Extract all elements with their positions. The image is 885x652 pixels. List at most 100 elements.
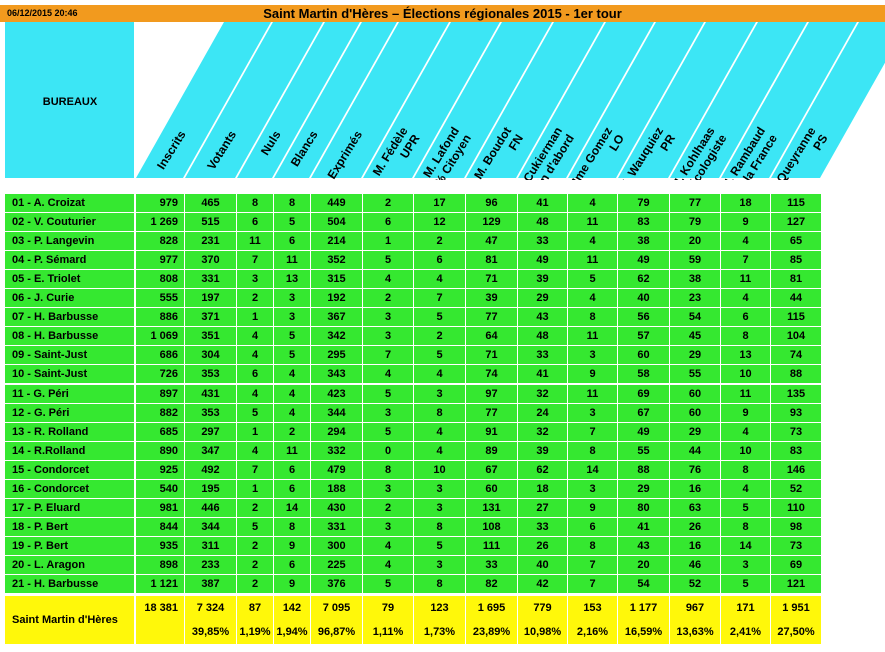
cell-wauquiez: 20 bbox=[618, 555, 669, 574]
cell-rambaud: 4 bbox=[721, 289, 770, 308]
cell-rambaud: 4 bbox=[721, 479, 770, 498]
bureau-name: 06 - J. Curie bbox=[5, 289, 134, 308]
cell-lafond: 5 bbox=[414, 346, 465, 365]
total-gomez: 153 bbox=[568, 596, 617, 620]
bureaux-header-bg bbox=[5, 22, 134, 178]
percent-queyranne: 27,50% bbox=[771, 620, 821, 644]
cell-gomez: 3 bbox=[568, 479, 617, 498]
cell-kohlhaas: 46 bbox=[670, 555, 720, 574]
cell-boudot: 47 bbox=[466, 232, 517, 251]
cell-fedele: 2 bbox=[363, 289, 413, 308]
total-kohlhaas: 967 bbox=[670, 596, 720, 620]
cell-inscrits: 555 bbox=[136, 289, 184, 308]
cell-votants: 231 bbox=[185, 232, 236, 251]
cell-kohlhaas: 79 bbox=[670, 213, 720, 232]
header-band-cukierman bbox=[518, 22, 654, 178]
cell-gomez: 5 bbox=[568, 270, 617, 289]
cell-boudot: 71 bbox=[466, 270, 517, 289]
cell-blancs: 6 bbox=[274, 232, 310, 251]
cell-inscrits: 1 121 bbox=[136, 575, 184, 593]
cell-exprimes: 376 bbox=[311, 575, 362, 593]
cell-lafond: 17 bbox=[414, 194, 465, 212]
cell-gomez: 4 bbox=[568, 232, 617, 251]
cell-lafond: 10 bbox=[414, 460, 465, 479]
cell-nuls: 6 bbox=[237, 213, 273, 232]
total-inscrits: 18 381 bbox=[136, 596, 184, 620]
cell-exprimes: 332 bbox=[311, 441, 362, 460]
cell-lafond: 4 bbox=[414, 365, 465, 384]
cell-boudot: 77 bbox=[466, 308, 517, 327]
cell-lafond: 4 bbox=[414, 441, 465, 460]
cell-nuls: 2 bbox=[237, 289, 273, 308]
cell-wauquiez: 80 bbox=[618, 498, 669, 517]
cell-lafond: 2 bbox=[414, 232, 465, 251]
cell-blancs: 2 bbox=[274, 422, 310, 441]
total-boudot: 1 695 bbox=[466, 596, 517, 620]
cell-cukierman: 33 bbox=[518, 232, 567, 251]
cell-wauquiez: 54 bbox=[618, 575, 669, 593]
cell-kohlhaas: 29 bbox=[670, 422, 720, 441]
bureau-name: 07 - H. Barbusse bbox=[5, 308, 134, 327]
cell-nuls: 7 bbox=[237, 251, 273, 270]
cell-nuls: 1 bbox=[237, 422, 273, 441]
cell-queyranne: 88 bbox=[771, 365, 821, 384]
cell-blancs: 8 bbox=[274, 517, 310, 536]
cell-boudot: 39 bbox=[466, 289, 517, 308]
cell-votants: 311 bbox=[185, 536, 236, 555]
cell-fedele: 4 bbox=[363, 536, 413, 555]
cell-kohlhaas: 23 bbox=[670, 289, 720, 308]
cell-fedele: 3 bbox=[363, 479, 413, 498]
header-band-queyranne bbox=[771, 22, 885, 178]
bureau-name: 10 - Saint-Just bbox=[5, 365, 134, 384]
cell-kohlhaas: 38 bbox=[670, 270, 720, 289]
cell-lafond: 8 bbox=[414, 575, 465, 593]
cell-lafond: 8 bbox=[414, 517, 465, 536]
cell-inscrits: 1 069 bbox=[136, 327, 184, 346]
cell-cukierman: 48 bbox=[518, 327, 567, 346]
cell-gomez: 8 bbox=[568, 536, 617, 555]
cell-exprimes: 352 bbox=[311, 251, 362, 270]
cell-wauquiez: 60 bbox=[618, 346, 669, 365]
cell-blancs: 11 bbox=[274, 251, 310, 270]
cell-boudot: 97 bbox=[466, 384, 517, 403]
cell-wauquiez: 29 bbox=[618, 479, 669, 498]
cell-queyranne: 110 bbox=[771, 498, 821, 517]
cell-queyranne: 74 bbox=[771, 346, 821, 365]
cell-blancs: 6 bbox=[274, 479, 310, 498]
cell-votants: 233 bbox=[185, 555, 236, 574]
header-band-exprimes bbox=[311, 22, 449, 178]
cell-rambaud: 13 bbox=[721, 346, 770, 365]
cell-cukierman: 41 bbox=[518, 194, 567, 212]
cell-rambaud: 14 bbox=[721, 536, 770, 555]
cell-blancs: 8 bbox=[274, 194, 310, 212]
cell-votants: 197 bbox=[185, 289, 236, 308]
cell-votants: 370 bbox=[185, 251, 236, 270]
cell-cukierman: 32 bbox=[518, 384, 567, 403]
cell-votants: 347 bbox=[185, 441, 236, 460]
cell-fedele: 1 bbox=[363, 232, 413, 251]
title-bar: 06/12/2015 20:46 Saint Martin d'Hères – … bbox=[0, 5, 885, 22]
percent-rambaud: 2,41% bbox=[721, 620, 770, 644]
bureau-name: 20 - L. Aragon bbox=[5, 555, 134, 574]
cell-rambaud: 8 bbox=[721, 517, 770, 536]
cell-cukierman: 42 bbox=[518, 575, 567, 593]
cell-kohlhaas: 54 bbox=[670, 308, 720, 327]
cell-exprimes: 344 bbox=[311, 403, 362, 422]
total-nuls: 87 bbox=[237, 596, 273, 620]
cell-inscrits: 935 bbox=[136, 536, 184, 555]
cell-cukierman: 40 bbox=[518, 555, 567, 574]
percent-gomez: 2,16% bbox=[568, 620, 617, 644]
bureau-name: 05 - E. Triolet bbox=[5, 270, 134, 289]
cell-blancs: 4 bbox=[274, 384, 310, 403]
timestamp: 06/12/2015 20:46 bbox=[7, 8, 78, 18]
cell-kohlhaas: 44 bbox=[670, 441, 720, 460]
cell-votants: 195 bbox=[185, 479, 236, 498]
cell-fedele: 7 bbox=[363, 346, 413, 365]
cell-wauquiez: 62 bbox=[618, 270, 669, 289]
cell-gomez: 14 bbox=[568, 460, 617, 479]
cell-votants: 344 bbox=[185, 517, 236, 536]
cell-fedele: 4 bbox=[363, 270, 413, 289]
cell-inscrits: 898 bbox=[136, 555, 184, 574]
total-wauquiez: 1 177 bbox=[618, 596, 669, 620]
cell-exprimes: 479 bbox=[311, 460, 362, 479]
